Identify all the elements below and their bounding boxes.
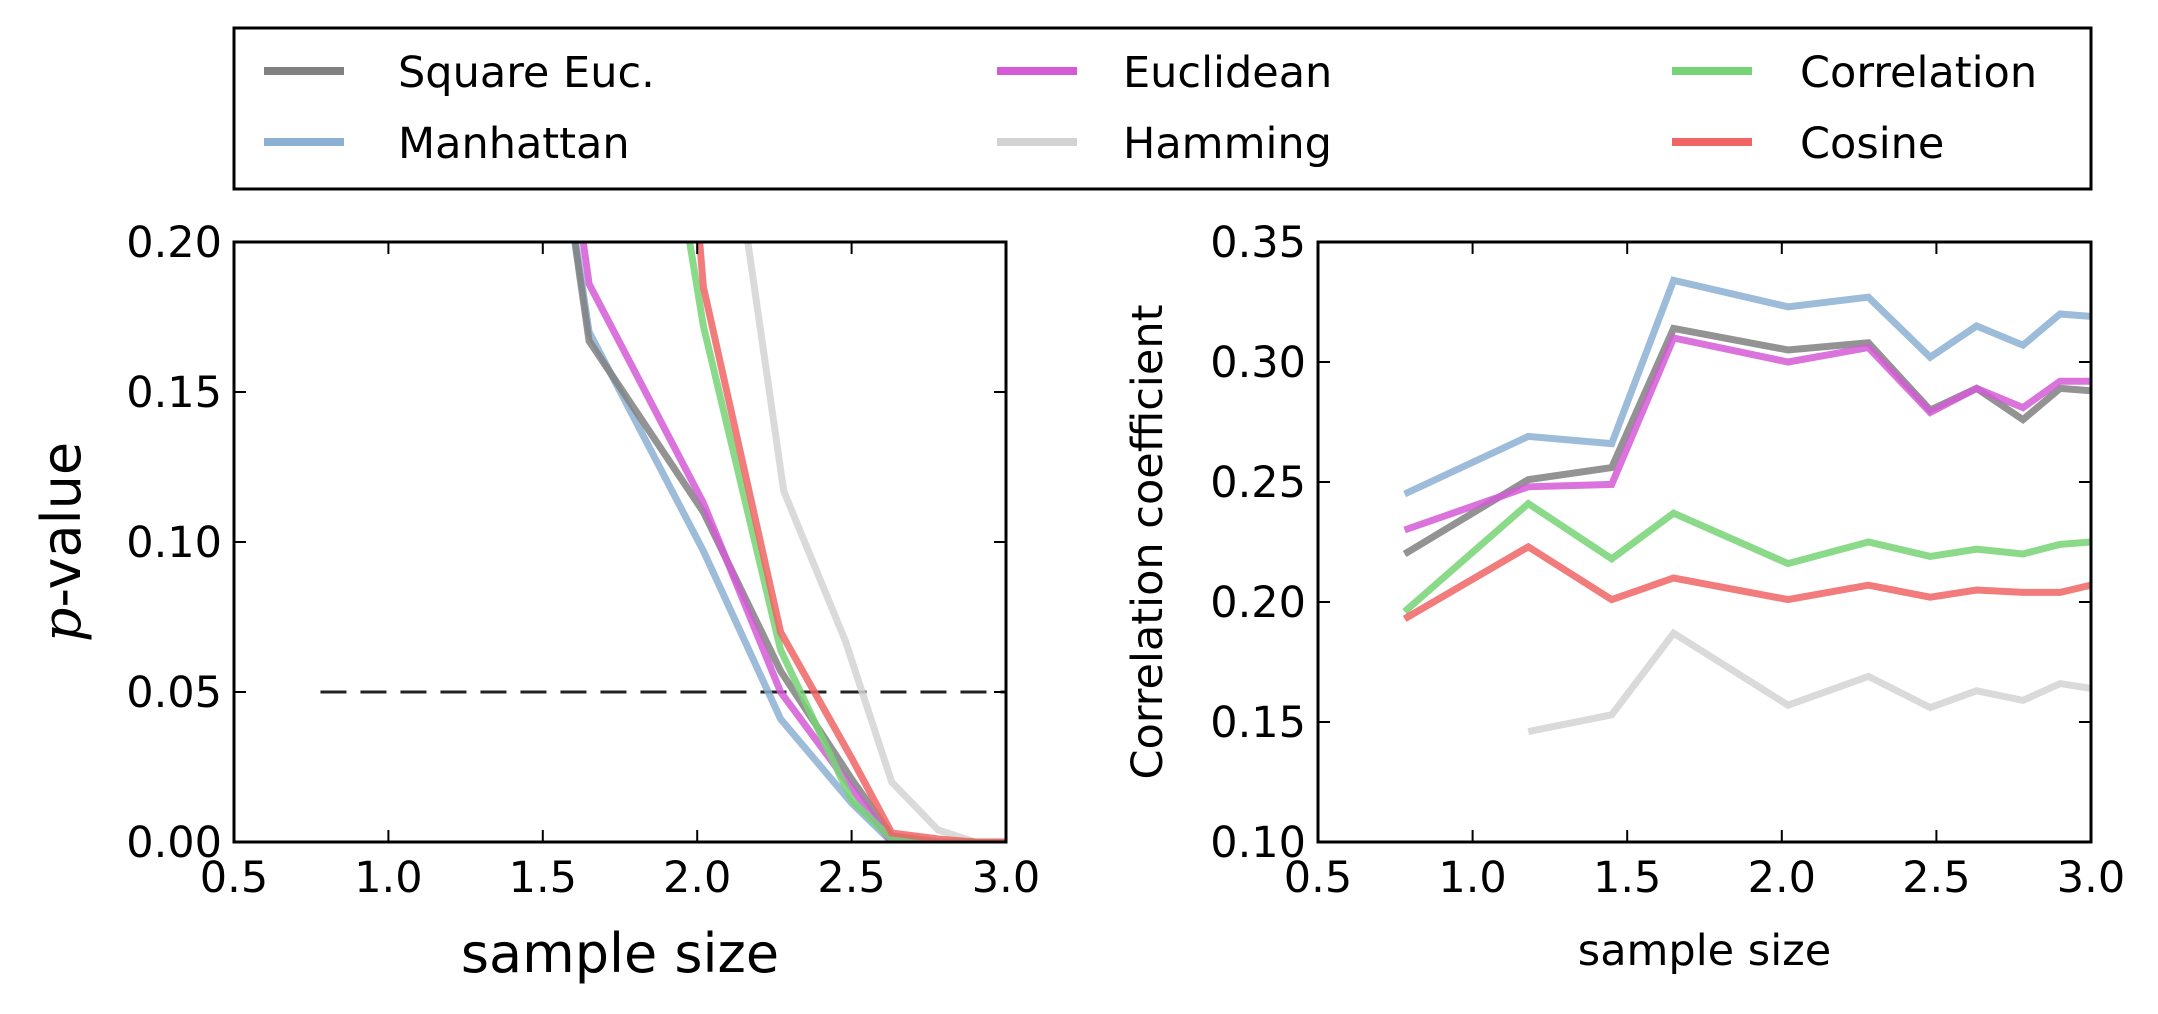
series-line-euclidean (579, 242, 1006, 842)
x-axis-label: sample size (461, 922, 779, 985)
x-tick-label: 1.5 (509, 853, 577, 903)
y-tick-label: 0.25 (1210, 458, 1306, 508)
legend-label-cosine: Cosine (1800, 119, 1944, 169)
series-line-square-euc (1402, 324, 2091, 557)
series-group (1402, 276, 2091, 736)
x-tick-label: 1.0 (354, 853, 422, 903)
legend: Square Euc. Euclidean Correlation Manhattan… (232, 26, 2093, 191)
x-tick-label: 0.5 (200, 853, 268, 903)
legend-label-hamming: Hamming (1123, 119, 1332, 169)
series-line-hamming (744, 242, 1006, 842)
pvalue-chart: 0.5 1.0 1.5 2.0 2.5 3.0 0.00 0.05 0.10 0.15 0.20 sa… (30, 218, 1040, 985)
x-tick-label: 1.5 (1593, 853, 1661, 903)
y-tick-label: 0.30 (1210, 338, 1306, 388)
y-tick-label: 0.00 (126, 818, 222, 868)
series-line-correlation (1402, 499, 2091, 615)
y-tick-label: 0.20 (1210, 578, 1306, 628)
y-axis-label: p-value (30, 442, 93, 642)
y-tick-label: 0.15 (126, 368, 222, 418)
series-line-hamming (1527, 628, 2091, 736)
x-tick-label: 3.0 (2057, 853, 2125, 903)
x-axis-label: sample size (1578, 926, 1831, 976)
correlation-chart: 0.5 1.0 1.5 2.0 2.5 3.0 0.10 0.15 0.20 0.25 0.30 0.… (1123, 218, 2125, 976)
axes-frame (1316, 240, 2093, 844)
legend-frame (232, 26, 2093, 191)
legend-label-manhattan: Manhattan (398, 119, 630, 169)
series-group (571, 242, 1006, 842)
x-tick-label: 2.0 (1748, 853, 1816, 903)
y-tick-label: 0.35 (1210, 218, 1306, 268)
series-line-correlation (686, 242, 1006, 842)
y-tick-label: 0.10 (126, 518, 222, 568)
y-axis-label-var: p (30, 607, 93, 642)
x-tick-label: 0.5 (1284, 853, 1352, 903)
y-tick-label: 0.15 (1210, 698, 1306, 748)
y-axis-label: Correlation coefficient (1123, 305, 1173, 780)
axes-frame (232, 240, 1008, 844)
y-tick-label: 0.05 (126, 668, 222, 718)
legend-label-euclidean: Euclidean (1123, 48, 1332, 98)
x-tick-label: 2.0 (663, 853, 731, 903)
x-tick-label: 3.0 (972, 853, 1040, 903)
x-tick-label: 1.0 (1438, 853, 1506, 903)
x-tick-label: 2.5 (817, 853, 885, 903)
x-tick-label: 2.5 (1902, 853, 1970, 903)
series-line-square-euc (571, 242, 1006, 842)
series-line-euclidean (1403, 333, 2091, 534)
series-line-cosine (1402, 542, 2091, 622)
legend-label-square-euc: Square Euc. (398, 48, 655, 98)
y-axis-label-text: -value (30, 442, 93, 608)
y-tick-label: 0.10 (1210, 818, 1306, 868)
legend-label-correlation: Correlation (1800, 48, 2037, 98)
y-tick-label: 0.20 (126, 218, 222, 268)
series-line-manhattan (1403, 276, 2091, 498)
